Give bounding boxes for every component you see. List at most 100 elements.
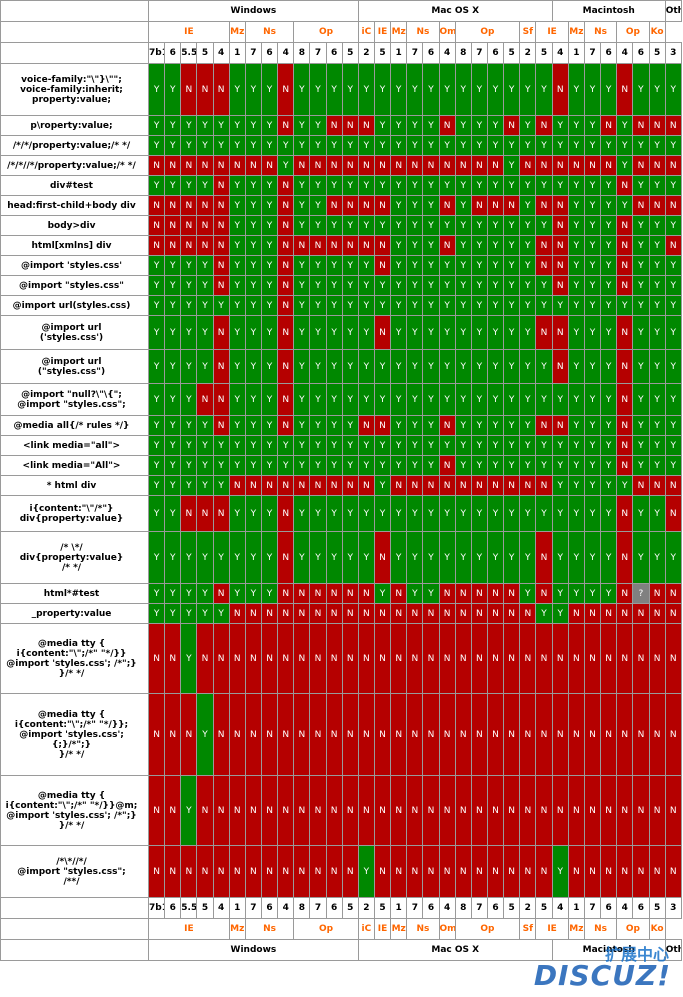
- supported-cell: Y: [486, 175, 505, 196]
- supported-cell: Y: [196, 603, 214, 624]
- supported-cell: Y: [632, 455, 650, 476]
- unsupported-cell: N: [551, 275, 569, 296]
- supported-cell: Y: [422, 495, 440, 532]
- unsupported-cell: N: [373, 603, 392, 624]
- hack-label-cell: body>div: [0, 215, 149, 236]
- version-cell: 6: [164, 42, 182, 64]
- unsupported-cell: N: [277, 623, 295, 694]
- browser-family-cell: Ko: [648, 918, 666, 940]
- supported-cell: Y: [454, 531, 472, 584]
- supported-cell: Y: [567, 455, 585, 476]
- hack-row: p\roperty:value; Y Y Y Y Y Y Y Y N Y Y N N N Y Y Y Y N Y Y Y N Y…: [0, 115, 682, 136]
- supported-cell: Y: [260, 383, 279, 416]
- supported-cell: Y: [196, 115, 214, 136]
- unsupported-cell: N: [486, 155, 505, 176]
- unsupported-cell: N: [551, 775, 569, 846]
- supported-cell: Y: [390, 175, 408, 196]
- supported-cell: Y: [438, 215, 456, 236]
- hack-label-cell: @import url ('styles.css'): [0, 315, 149, 350]
- hack-label-cell: div#test: [0, 175, 149, 196]
- hack-label-cell: /*\*//*/ @import "styles.css"; /**/: [0, 845, 149, 898]
- unsupported-cell: N: [470, 693, 488, 776]
- supported-cell: Y: [664, 275, 682, 296]
- hack-row: html*#test Y Y Y Y N Y Y Y N N N N N N Y N Y Y N N N N N Y N Y Y Y Y N…: [0, 583, 682, 604]
- hack-label-cell: @media tty { i{content:"\";/*" "*/}}@m; …: [0, 775, 149, 846]
- unsupported-cell: N: [260, 475, 279, 496]
- supported-cell: Y: [632, 531, 650, 584]
- unsupported-cell: N: [196, 195, 214, 216]
- supported-cell: Y: [341, 495, 359, 532]
- supported-cell: Y: [567, 175, 585, 196]
- unsupported-cell: N: [373, 235, 392, 256]
- supported-cell: Y: [583, 135, 602, 156]
- unsupported-cell: N: [244, 603, 262, 624]
- supported-cell: Y: [325, 275, 343, 296]
- unsupported-cell: N: [260, 623, 279, 694]
- supported-cell: Y: [164, 583, 182, 604]
- unsupported-cell: N: [470, 775, 488, 846]
- supported-cell: Y: [632, 495, 650, 532]
- supported-cell: Y: [341, 415, 359, 436]
- unsupported-cell: N: [583, 603, 602, 624]
- supported-cell: Y: [632, 415, 650, 436]
- top-browser-family-row: IE Mz Ns Op iC IE Mz Ns Om Op Sf IE Mz Ns Op Ko: [0, 21, 682, 43]
- supported-cell: Y: [535, 175, 553, 196]
- supported-cell: Y: [390, 255, 408, 276]
- supported-cell: Y: [664, 255, 682, 276]
- supported-cell: Y: [600, 63, 618, 116]
- unsupported-cell: N: [648, 115, 666, 136]
- supported-cell: Y: [244, 175, 262, 196]
- supported-cell: Y: [341, 63, 359, 116]
- unsupported-cell: N: [357, 475, 375, 496]
- supported-cell: Y: [454, 315, 472, 350]
- supported-cell: Y: [293, 63, 311, 116]
- unsupported-cell: N: [164, 235, 182, 256]
- supported-cell: Y: [551, 603, 569, 624]
- supported-cell: Y: [390, 495, 408, 532]
- supported-cell: Y: [470, 315, 488, 350]
- platform-header-cell: Macintosh: [551, 939, 666, 961]
- version-cell: 7: [244, 42, 262, 64]
- unsupported-cell: N: [373, 415, 392, 436]
- unsupported-cell: N: [228, 603, 246, 624]
- supported-cell: Y: [180, 255, 198, 276]
- supported-cell: Y: [551, 383, 569, 416]
- unsupported-cell: N: [244, 845, 262, 898]
- unsupported-cell: N: [486, 583, 505, 604]
- supported-cell: Y: [373, 63, 392, 116]
- unsupported-cell: N: [616, 215, 634, 236]
- supported-cell: Y: [228, 315, 246, 350]
- browser-family-cell: Sf: [519, 21, 537, 43]
- supported-cell: Y: [244, 235, 262, 256]
- unsupported-cell: N: [486, 603, 505, 624]
- unsupported-cell: N: [212, 495, 230, 532]
- unsupported-cell: N: [470, 195, 488, 216]
- supported-cell: Y: [180, 315, 198, 350]
- supported-cell: Y: [196, 455, 214, 476]
- unsupported-cell: N: [390, 475, 408, 496]
- supported-cell: Y: [244, 63, 262, 116]
- header-corner-cell: [0, 21, 149, 43]
- supported-cell: Y: [503, 63, 521, 116]
- unsupported-cell: N: [196, 155, 214, 176]
- supported-cell: Y: [341, 215, 359, 236]
- unsupported-cell: N: [519, 623, 537, 694]
- supported-cell: Y: [325, 455, 343, 476]
- unsupported-cell: N: [664, 603, 682, 624]
- supported-cell: Y: [164, 315, 182, 350]
- unsupported-cell: N: [616, 531, 634, 584]
- supported-cell: Y: [147, 435, 166, 456]
- version-cell: 5: [341, 42, 359, 64]
- supported-cell: Y: [519, 531, 537, 584]
- supported-cell: Y: [390, 215, 408, 236]
- unsupported-cell: N: [341, 195, 359, 216]
- supported-cell: Y: [567, 235, 585, 256]
- supported-cell: Y: [244, 195, 262, 216]
- unsupported-cell: N: [228, 845, 246, 898]
- unknown-cell: ?: [632, 583, 650, 604]
- supported-cell: Y: [147, 255, 166, 276]
- supported-cell: Y: [616, 195, 634, 216]
- unsupported-cell: N: [277, 475, 295, 496]
